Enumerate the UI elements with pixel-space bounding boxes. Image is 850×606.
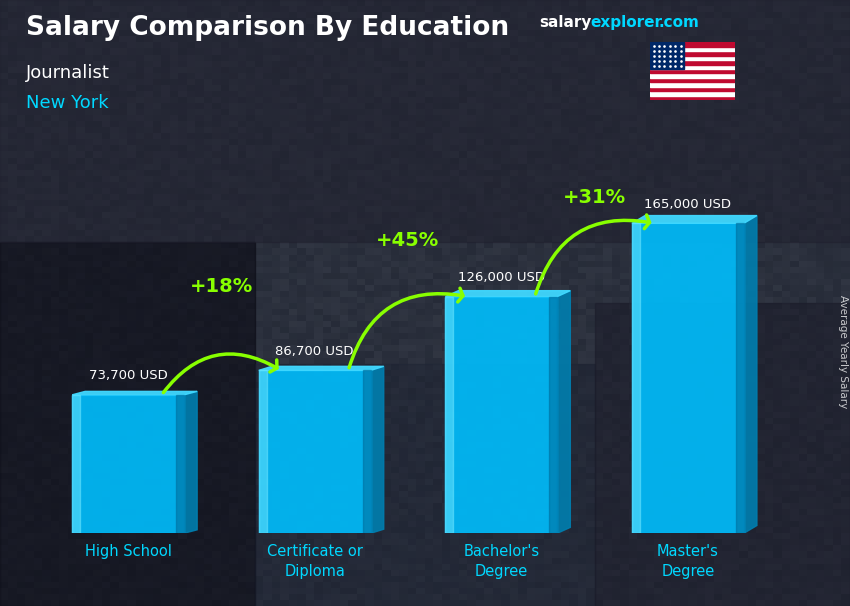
Bar xyxy=(650,73,735,78)
Text: .com: .com xyxy=(659,15,700,30)
Bar xyxy=(650,47,735,52)
Bar xyxy=(363,370,371,533)
Bar xyxy=(650,96,735,100)
Bar xyxy=(650,56,735,60)
Text: +45%: +45% xyxy=(377,231,439,250)
Bar xyxy=(650,69,735,73)
Text: 165,000 USD: 165,000 USD xyxy=(644,198,731,211)
Bar xyxy=(736,223,744,533)
Text: explorer: explorer xyxy=(591,15,663,30)
Bar xyxy=(595,303,850,606)
Polygon shape xyxy=(445,291,570,296)
Bar xyxy=(445,296,558,533)
Bar xyxy=(632,223,744,533)
Bar xyxy=(650,42,684,69)
Bar xyxy=(255,364,595,606)
Bar xyxy=(258,370,371,533)
Bar xyxy=(650,52,735,56)
Polygon shape xyxy=(632,216,756,223)
Polygon shape xyxy=(371,367,383,533)
Text: New York: New York xyxy=(26,94,108,112)
Text: Salary Comparison By Education: Salary Comparison By Education xyxy=(26,15,508,41)
Bar xyxy=(549,296,558,533)
Text: salary: salary xyxy=(540,15,592,30)
Bar xyxy=(650,42,735,47)
Bar xyxy=(650,91,735,96)
Bar xyxy=(650,78,735,82)
Bar xyxy=(650,82,735,87)
Bar xyxy=(72,395,80,533)
Bar xyxy=(650,60,735,65)
Bar xyxy=(632,223,640,533)
Text: +18%: +18% xyxy=(190,277,253,296)
Bar xyxy=(445,296,453,533)
Polygon shape xyxy=(72,391,197,395)
Bar xyxy=(258,370,267,533)
Polygon shape xyxy=(258,367,383,370)
Bar xyxy=(0,242,255,606)
Bar xyxy=(650,87,735,91)
Bar xyxy=(176,395,184,533)
Bar xyxy=(0,0,850,242)
Text: 86,700 USD: 86,700 USD xyxy=(275,345,354,358)
Bar xyxy=(72,395,184,533)
Bar xyxy=(650,65,735,69)
Text: 73,700 USD: 73,700 USD xyxy=(88,370,167,382)
Text: Journalist: Journalist xyxy=(26,64,110,82)
Text: Average Yearly Salary: Average Yearly Salary xyxy=(838,295,848,408)
Polygon shape xyxy=(184,391,197,533)
Polygon shape xyxy=(744,216,756,533)
Text: 126,000 USD: 126,000 USD xyxy=(458,271,545,284)
Polygon shape xyxy=(558,291,570,533)
Text: +31%: +31% xyxy=(563,188,626,207)
